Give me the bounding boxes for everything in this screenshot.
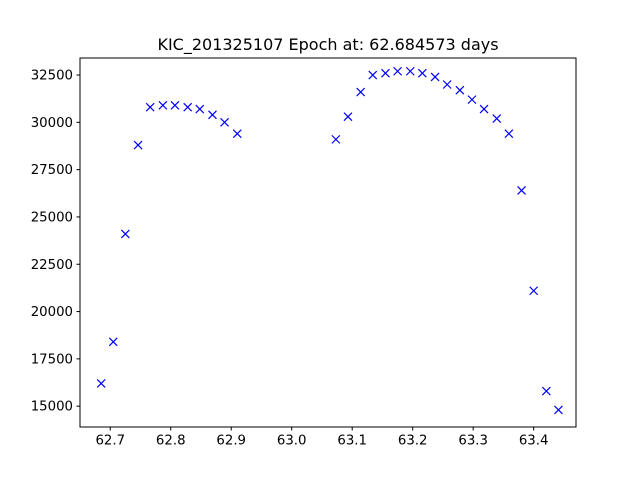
data-point <box>120 229 130 239</box>
y-tick-label: 22500 <box>31 258 73 273</box>
y-tick-label: 15000 <box>31 400 73 415</box>
data-point <box>455 85 465 95</box>
data-point <box>145 102 155 112</box>
x-tick-label: 63.1 <box>337 434 367 449</box>
y-tick-label: 27500 <box>31 163 73 178</box>
x-tick-label: 63.2 <box>398 434 428 449</box>
x-tick-label: 63.4 <box>519 434 549 449</box>
data-point <box>393 66 402 76</box>
data-point <box>108 337 118 347</box>
y-tick-label: 25000 <box>31 210 73 225</box>
chart-title: KIC_201325107 Epoch at: 62.684573 days <box>157 35 498 55</box>
plot-area <box>96 66 563 415</box>
x-tick-label: 62.8 <box>156 434 186 449</box>
data-point <box>381 68 390 78</box>
x-tick-label: 62.9 <box>216 434 246 449</box>
x-tick-label: 63.3 <box>458 434 488 449</box>
data-point <box>133 140 143 150</box>
data-point <box>232 129 242 139</box>
data-point <box>368 70 378 80</box>
data-point <box>554 405 563 415</box>
data-point <box>208 110 217 120</box>
data-point <box>405 66 415 76</box>
data-point <box>356 87 366 97</box>
x-tick-label: 63.0 <box>277 434 307 449</box>
data-point <box>96 379 106 388</box>
data-point <box>467 95 477 105</box>
data-point <box>343 112 353 122</box>
data-point <box>195 104 205 114</box>
data-point <box>492 114 502 123</box>
y-axis: 15000 17500 20000 22500 25000 27500 30000 32500 <box>31 69 80 415</box>
y-tick-label: 20000 <box>31 305 73 320</box>
data-point <box>220 117 229 127</box>
data-point <box>541 386 551 396</box>
x-tick-label: 62.7 <box>95 434 125 449</box>
data-point <box>479 104 489 114</box>
data-point <box>504 129 514 139</box>
data-point <box>331 134 341 144</box>
y-tick-label: 30000 <box>31 116 73 131</box>
data-point <box>183 102 193 112</box>
x-axis: 62.7 62.8 62.9 63.0 63.1 63.2 63.3 63.4 <box>95 427 548 449</box>
data-point <box>170 100 180 110</box>
axes-frame <box>79 57 577 428</box>
y-tick-label: 17500 <box>31 352 73 367</box>
y-tick-label: 32500 <box>31 69 73 84</box>
data-point <box>158 100 168 110</box>
data-point <box>442 80 452 89</box>
data-point <box>430 72 440 82</box>
data-point <box>417 68 427 78</box>
data-point <box>517 186 526 195</box>
data-point <box>529 286 539 296</box>
